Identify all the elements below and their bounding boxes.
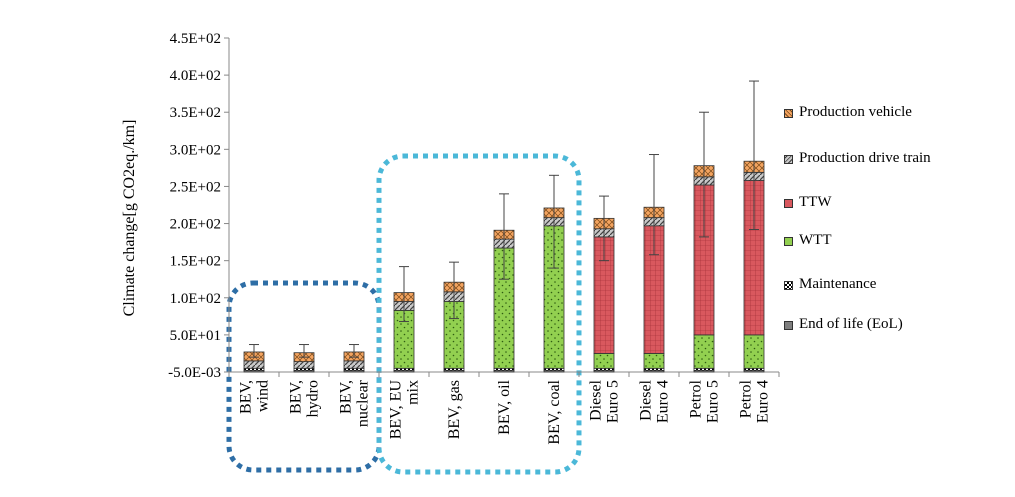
legend-label: End of life (EoL) xyxy=(799,316,903,332)
legend-item: TTW xyxy=(784,194,969,211)
x-tick-label-line: wind xyxy=(255,380,272,412)
x-tick-label-line: Euro 4 xyxy=(755,380,772,423)
y-tick-label: 2.5E+02 xyxy=(170,179,221,195)
x-tick-label: Diesel Euro 5 xyxy=(588,379,622,423)
x-tick-label: Petrol Euro 4 xyxy=(738,379,772,423)
legend-item: Maintenance xyxy=(784,276,969,293)
x-tick-label: BEV, oil xyxy=(496,379,513,434)
legend-swatch xyxy=(784,109,793,118)
y-tick-label: 4.5E+02 xyxy=(170,31,221,47)
x-tick-label-line: BEV, gas xyxy=(446,380,463,439)
x-tick-label-line: BEV, coal xyxy=(546,379,563,444)
bar-segment xyxy=(243,360,265,369)
legend-swatch xyxy=(784,155,793,164)
x-tick-label-line: BEV, xyxy=(288,380,305,414)
x-tick-label: BEV, wind xyxy=(238,380,272,414)
x-tick-label-line: hydro xyxy=(305,380,322,417)
bar-segment xyxy=(693,334,715,369)
bar-segment xyxy=(593,353,615,369)
bar-segment xyxy=(743,334,765,369)
x-tick-label-line: Euro 5 xyxy=(705,380,722,423)
x-tick-label-line: mix xyxy=(405,380,422,405)
bar-segment xyxy=(643,353,665,369)
y-axis-label: Climate change[g CO2eq./km] xyxy=(121,120,138,317)
x-tick-label: Petrol Euro 5 xyxy=(688,379,722,423)
legend-swatch xyxy=(784,237,793,246)
y-tick-label: 3.0E+02 xyxy=(170,142,221,158)
annotation-box-2 xyxy=(376,153,582,475)
legend-label: Maintenance xyxy=(799,276,877,292)
x-tick-label: Diesel Euro 4 xyxy=(638,379,672,423)
x-tick-label-line: Petrol xyxy=(688,379,705,418)
x-tick-label-line: Petrol xyxy=(738,379,755,418)
x-tick-labels: BEV, wind BEV, hydro BEV, nuclear BEV, EU mix BE… xyxy=(238,379,772,444)
y-tick-label: 1.0E+02 xyxy=(170,291,221,307)
legend-swatch xyxy=(784,321,793,330)
x-tick-label: BEV, nuclear xyxy=(338,379,372,427)
bar-segment xyxy=(293,361,315,369)
x-tick-label-line: Euro 5 xyxy=(605,380,622,423)
legend-item: WTT xyxy=(784,232,969,249)
legend-label: TTW xyxy=(799,194,832,210)
legend-label: Production drive train xyxy=(799,150,931,166)
legend-item: End of life (EoL) xyxy=(784,316,969,333)
x-tick-label-line: Diesel xyxy=(588,379,605,420)
legend-label: WTT xyxy=(799,232,832,248)
legend-label: Production vehicle xyxy=(799,104,912,120)
x-tick-label-line: nuclear xyxy=(355,379,372,427)
y-tick-label: 5.0E+01 xyxy=(170,328,221,344)
annotation-box-1 xyxy=(226,280,382,473)
x-tick-label-line: Euro 4 xyxy=(655,380,672,423)
error-bars xyxy=(249,80,759,358)
x-tick-label: BEV, hydro xyxy=(288,380,322,417)
axes: -5.0E-03 5.0E+01 1.0E+02 1.5E+02 2.0E+02 2.5E… xyxy=(168,31,780,381)
y-tick-label: 4.0E+02 xyxy=(170,68,221,84)
legend-item: Production drive train xyxy=(784,150,969,167)
y-tick-label: 3.5E+02 xyxy=(170,105,221,121)
x-tick-label: BEV, EU mix xyxy=(388,380,422,440)
x-tick-label-line: BEV, xyxy=(238,380,255,414)
y-tick-label: 2.0E+02 xyxy=(170,217,221,233)
x-tick-label: BEV, gas xyxy=(446,380,463,439)
bar-segment xyxy=(343,360,365,369)
x-tick-label-line: BEV, EU xyxy=(388,380,405,440)
y-tick-label: 1.5E+02 xyxy=(170,254,221,270)
x-tick-label-line: BEV, oil xyxy=(496,379,513,434)
legend-item: Production vehicle xyxy=(784,104,969,121)
x-tick-label-line: BEV, xyxy=(338,380,355,414)
legend-swatch xyxy=(784,199,793,208)
y-tick-label: -5.0E-03 xyxy=(168,365,221,381)
x-tick-label-line: Diesel xyxy=(638,379,655,420)
legend-swatch xyxy=(784,281,793,290)
x-tick-label: BEV, coal xyxy=(546,379,563,444)
